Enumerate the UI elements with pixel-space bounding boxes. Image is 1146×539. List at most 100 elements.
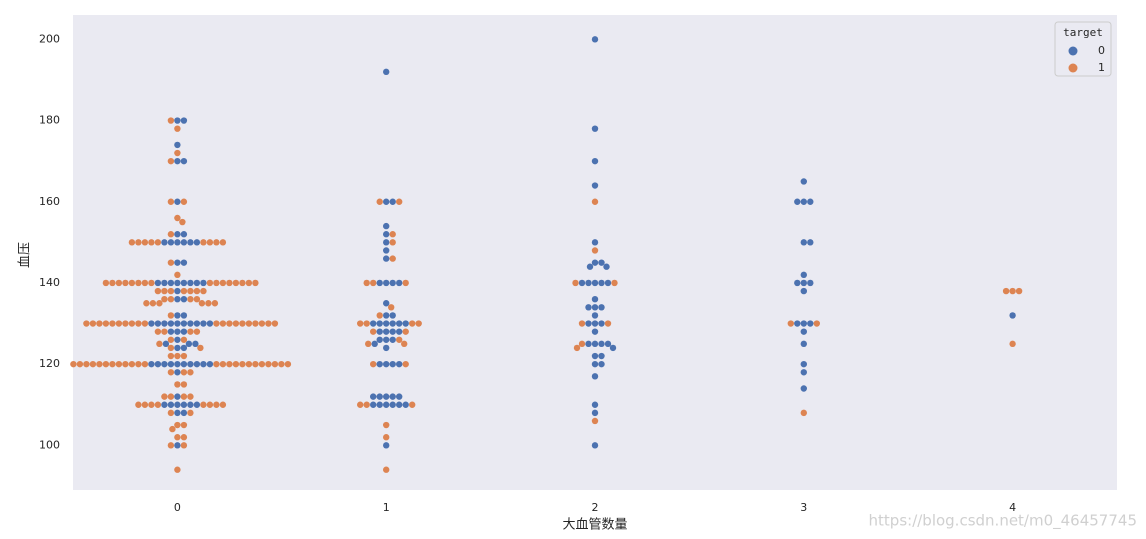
point bbox=[167, 442, 175, 449]
point bbox=[167, 279, 175, 287]
point bbox=[389, 255, 396, 262]
point bbox=[383, 255, 390, 262]
point bbox=[161, 401, 168, 408]
point bbox=[174, 369, 181, 376]
point bbox=[800, 287, 807, 295]
y-tick-label: 100 bbox=[39, 438, 60, 451]
point bbox=[591, 259, 599, 266]
point bbox=[149, 300, 157, 307]
x-axis-label: 大血管数量 bbox=[562, 518, 627, 533]
point bbox=[206, 239, 214, 246]
point bbox=[180, 198, 188, 205]
x-tick-label: 0 bbox=[174, 501, 181, 514]
point bbox=[415, 320, 422, 327]
point bbox=[585, 279, 592, 287]
legend-label: 0 bbox=[1098, 44, 1105, 57]
point bbox=[180, 401, 188, 408]
point bbox=[396, 360, 403, 368]
point bbox=[167, 328, 175, 335]
point bbox=[585, 320, 592, 327]
point bbox=[206, 279, 214, 287]
point bbox=[161, 320, 168, 327]
point bbox=[187, 328, 194, 335]
point bbox=[174, 117, 181, 124]
point bbox=[401, 340, 408, 348]
point bbox=[193, 328, 201, 335]
point bbox=[148, 239, 155, 246]
point bbox=[376, 360, 383, 368]
point bbox=[167, 393, 175, 400]
point bbox=[383, 279, 390, 287]
point bbox=[383, 442, 390, 449]
point bbox=[213, 279, 220, 287]
point bbox=[205, 300, 212, 307]
point bbox=[598, 304, 605, 311]
point bbox=[585, 340, 592, 348]
point bbox=[376, 312, 383, 319]
point bbox=[396, 320, 403, 327]
point bbox=[800, 385, 807, 392]
point bbox=[376, 393, 383, 400]
point bbox=[245, 360, 253, 368]
point bbox=[376, 198, 383, 205]
point bbox=[591, 401, 599, 408]
point bbox=[389, 198, 396, 205]
point bbox=[363, 401, 370, 408]
point bbox=[96, 360, 103, 368]
point bbox=[161, 239, 168, 246]
point bbox=[180, 344, 188, 352]
point bbox=[800, 178, 807, 185]
point bbox=[70, 360, 77, 368]
point bbox=[591, 312, 599, 319]
point bbox=[800, 328, 807, 335]
point bbox=[252, 320, 259, 327]
point bbox=[800, 360, 807, 368]
point bbox=[383, 336, 390, 343]
point bbox=[213, 401, 220, 408]
point bbox=[135, 239, 142, 246]
point bbox=[154, 279, 162, 287]
point bbox=[167, 287, 175, 295]
point bbox=[591, 373, 599, 380]
point bbox=[578, 340, 586, 348]
point bbox=[402, 320, 409, 327]
point bbox=[167, 231, 175, 238]
point bbox=[383, 434, 390, 441]
point bbox=[604, 340, 612, 348]
point bbox=[180, 259, 188, 266]
point bbox=[239, 320, 246, 327]
point bbox=[800, 279, 807, 287]
legend-label: 1 bbox=[1098, 61, 1105, 74]
point bbox=[148, 360, 155, 368]
point bbox=[141, 401, 149, 408]
point bbox=[96, 320, 103, 327]
point bbox=[800, 409, 807, 417]
point bbox=[219, 401, 227, 408]
point bbox=[226, 360, 233, 368]
point bbox=[807, 239, 814, 246]
point bbox=[389, 312, 396, 319]
point bbox=[239, 279, 246, 287]
point bbox=[200, 320, 207, 327]
point bbox=[167, 369, 175, 376]
point bbox=[370, 393, 377, 400]
point bbox=[245, 279, 253, 287]
point bbox=[167, 320, 175, 327]
point bbox=[389, 320, 396, 327]
point bbox=[187, 409, 194, 417]
point bbox=[376, 336, 383, 343]
point bbox=[174, 287, 181, 295]
point bbox=[154, 328, 162, 335]
y-tick-label: 180 bbox=[39, 114, 60, 127]
point bbox=[109, 320, 116, 327]
point bbox=[603, 263, 610, 270]
point bbox=[598, 352, 605, 360]
point bbox=[271, 360, 279, 368]
point bbox=[154, 320, 162, 327]
point bbox=[371, 340, 378, 348]
point bbox=[265, 320, 272, 327]
point bbox=[180, 352, 188, 360]
x-tick-label: 4 bbox=[1009, 501, 1016, 514]
point bbox=[357, 320, 364, 327]
point bbox=[206, 360, 214, 368]
